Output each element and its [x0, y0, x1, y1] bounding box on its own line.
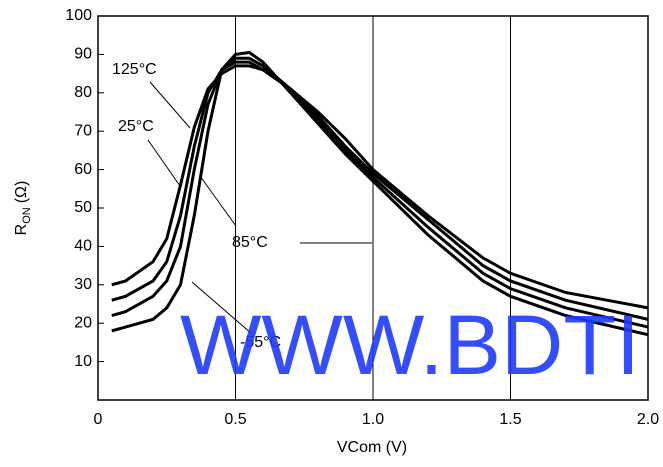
y-tick-label: 100: [65, 7, 92, 24]
x-tick-label: 0.5: [224, 411, 246, 428]
y-tick-label: 20: [74, 314, 92, 331]
leader-line: [147, 139, 181, 187]
series-line: [111, 64, 649, 310]
x-tick-label: 0: [94, 411, 103, 428]
x-tick-label: 1.0: [362, 411, 384, 428]
y-label-unit: (Ω): [13, 181, 30, 204]
y-tick-label: 80: [74, 84, 92, 101]
y-label-main: R: [13, 224, 30, 236]
leader-line: [191, 281, 253, 335]
watermark: WWW.BDTI: [180, 298, 640, 392]
x-tick-label: 2.0: [637, 411, 659, 428]
y-tick-label: 90: [74, 46, 92, 63]
series-label: -55°C: [240, 334, 281, 351]
series-label: 25°C: [118, 118, 154, 135]
y-tick-label: 60: [74, 161, 92, 178]
leader-line: [149, 81, 191, 129]
series-line: [111, 60, 649, 321]
y-tick-label: 50: [74, 199, 92, 216]
x-tick-label: 1.5: [499, 411, 521, 428]
plot-frame: [97, 15, 649, 401]
y-tick-label: 10: [74, 353, 92, 370]
y-axis-label: RON (Ω): [13, 181, 33, 236]
y-tick-label: 70: [74, 122, 92, 139]
y-tick-label: 30: [74, 276, 92, 293]
series-line: [111, 56, 649, 329]
series-label: 85°C: [232, 234, 268, 251]
y-tick-label: 40: [74, 238, 92, 255]
y-label-sub: ON: [21, 207, 33, 224]
series-label: 125°C: [112, 61, 157, 78]
leader-line: [199, 175, 237, 227]
series-line: [111, 50, 649, 337]
x-axis-label: VCom (V): [337, 439, 407, 456]
